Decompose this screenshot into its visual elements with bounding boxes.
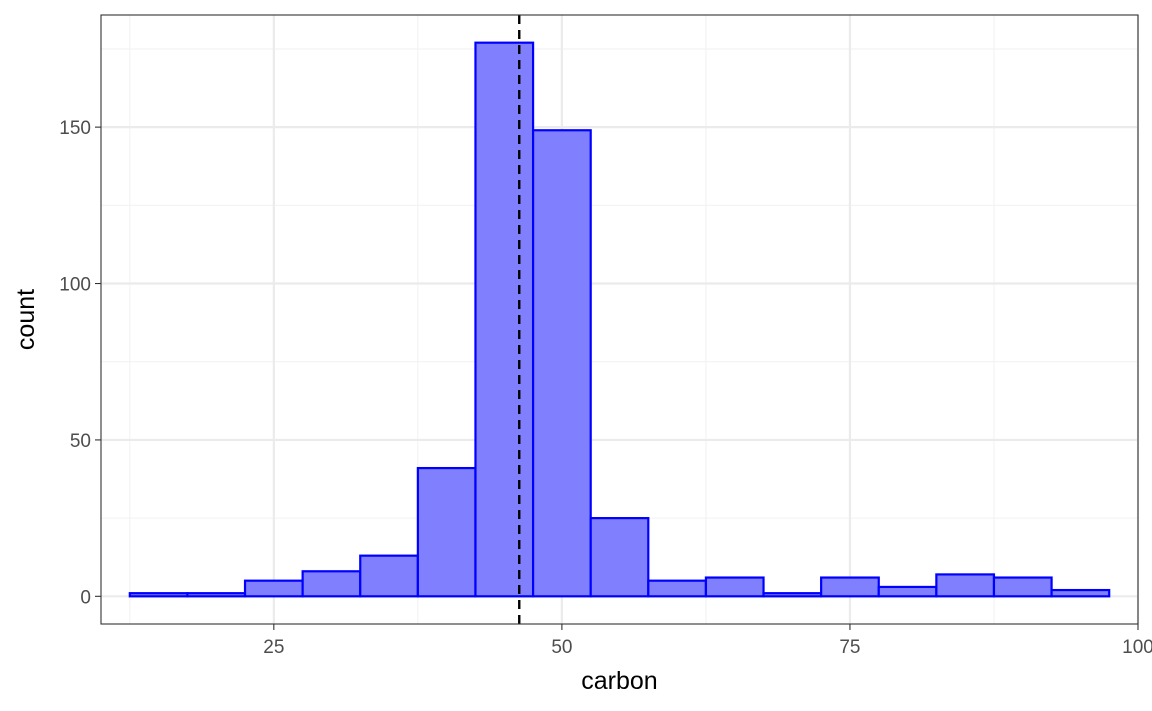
x-tick-label: 75	[839, 637, 860, 658]
histogram-bar	[762, 592, 823, 598]
histogram-bar	[589, 517, 650, 598]
histogram-bar	[416, 466, 477, 598]
y-axis-ticks: 0 50 100 150	[59, 118, 101, 608]
y-tick-label: 100	[59, 275, 91, 296]
histogram-bar	[474, 41, 535, 598]
y-tick-label: 150	[59, 118, 91, 139]
histogram-bar	[820, 576, 880, 598]
histogram-bar	[935, 573, 996, 598]
x-axis-ticks: 25 50 75 100	[263, 624, 1152, 658]
histogram-bar	[1050, 588, 1111, 598]
histogram-bar	[359, 554, 419, 598]
y-tick-label: 0	[80, 587, 91, 608]
histogram-bars	[128, 41, 1111, 598]
histogram-bar	[647, 579, 708, 598]
y-tick-label: 50	[70, 431, 91, 452]
panel-border	[100, 14, 1139, 625]
histogram-bar	[704, 576, 765, 598]
x-tick-label: 100	[1122, 637, 1152, 658]
histogram-bar	[186, 592, 247, 598]
x-axis-title: carbon	[581, 667, 657, 695]
histogram-bar	[877, 585, 938, 598]
x-tick-label: 50	[551, 637, 572, 658]
histogram-bar	[301, 570, 362, 598]
histogram-bar	[128, 592, 189, 598]
y-axis-title: count	[12, 289, 40, 350]
histogram-bar	[243, 579, 304, 598]
histogram-bar	[531, 129, 592, 598]
x-tick-label: 25	[263, 637, 284, 658]
histogram-bar	[992, 576, 1053, 598]
